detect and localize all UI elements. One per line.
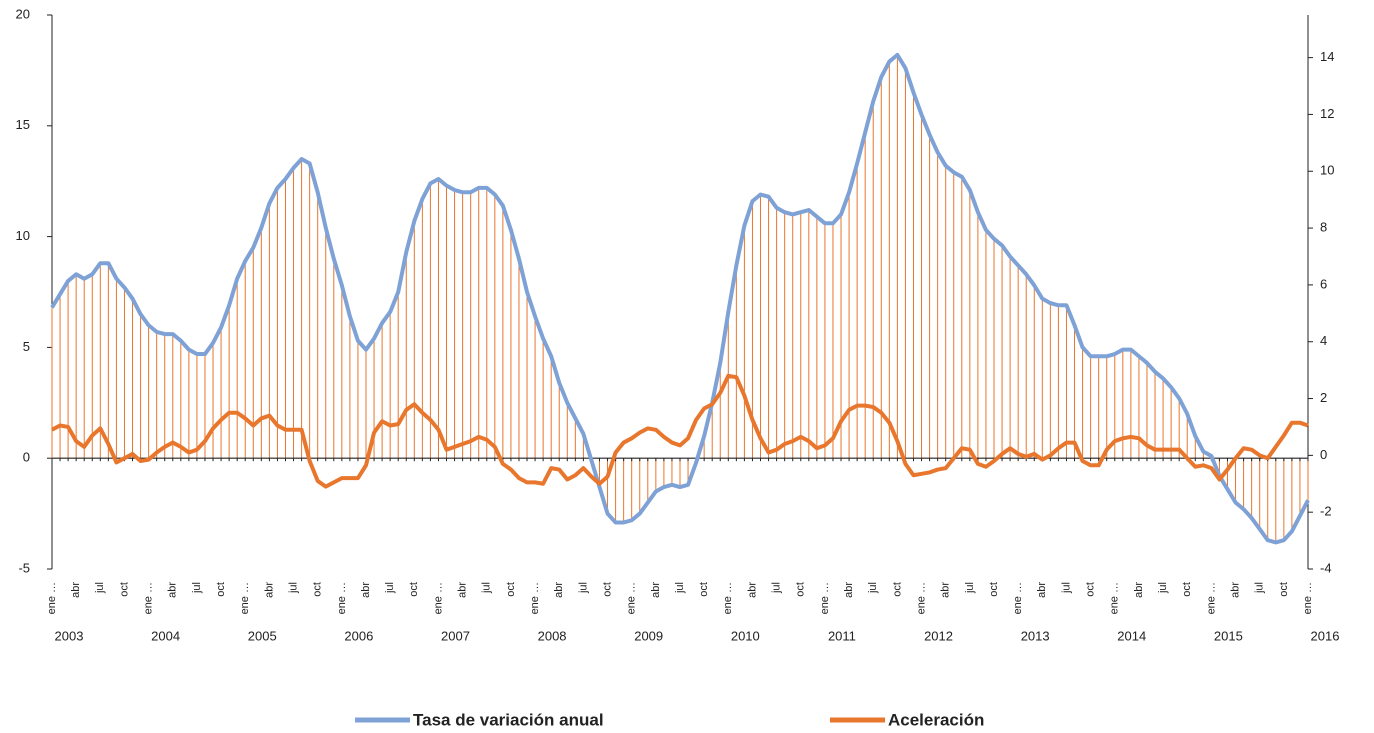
x-tick-label: jul [94, 582, 106, 594]
x-group-label: 2015 [1214, 628, 1243, 643]
x-group-label: 2008 [538, 628, 567, 643]
x-tick-label: ene … [1302, 582, 1314, 614]
x-group-label: 2004 [151, 628, 180, 643]
x-tick-label: abr [167, 582, 179, 598]
series-line [50, 52, 1310, 545]
x-tick-label: ene … [722, 582, 734, 614]
x-tick-label: ene … [915, 582, 927, 614]
x-tick-label: abr [1133, 582, 1145, 598]
y-tick-label: 10 [16, 228, 30, 243]
x-tick-label: abr [360, 582, 372, 598]
x-tick-label: abr [70, 582, 82, 598]
x-group-label: 2006 [344, 628, 373, 643]
x-group-label: 2007 [441, 628, 470, 643]
y-tick-label: 20 [16, 6, 30, 21]
x-group-label: 2014 [1117, 628, 1146, 643]
x-tick-label: oct [698, 582, 710, 597]
x-tick-label: abr [457, 582, 469, 598]
x-tick-label: oct [795, 582, 807, 597]
x-tick-label: jul [964, 582, 976, 594]
x-tick-label: jul [577, 582, 589, 594]
y2-tick-label: 6 [1320, 276, 1327, 291]
legend-label: Tasa de variación anual [413, 710, 604, 729]
x-group-label: 2012 [924, 628, 953, 643]
x-group-label: 2011 [828, 628, 856, 643]
x-tick-label: abr [553, 582, 565, 598]
x-tick-label: abr [1036, 582, 1048, 598]
x-tick-label: abr [940, 582, 952, 598]
x-tick-label: oct [118, 582, 130, 597]
series-line [51, 373, 1309, 489]
y2-tick-label: 0 [1320, 447, 1327, 462]
y-tick-label: 0 [23, 450, 30, 465]
x-tick-label: oct [1278, 582, 1290, 597]
x-tick-label: jul [867, 582, 879, 594]
x-tick-label: ene … [336, 582, 348, 614]
x-tick-label: abr [650, 582, 662, 598]
x-tick-label: abr [843, 582, 855, 598]
legend-label: Aceleración [888, 710, 984, 729]
x-tick-label: oct [1085, 582, 1097, 597]
x-tick-label: jul [384, 582, 396, 594]
x-tick-label: abr [746, 582, 758, 598]
y2-tick-label: 4 [1320, 333, 1327, 348]
x-tick-label: oct [312, 582, 324, 597]
x-group-label: 2010 [731, 628, 760, 643]
x-tick-label: jul [287, 582, 299, 594]
x-tick-label: jul [1254, 582, 1266, 594]
y-tick-label: 15 [16, 117, 30, 132]
y-tick-label: 5 [23, 339, 30, 354]
y2-tick-label: 8 [1320, 220, 1327, 235]
x-tick-label: jul [771, 582, 783, 594]
x-tick-label: ene … [626, 582, 638, 614]
x-group-label: 2016 [1311, 628, 1340, 643]
x-tick-label: jul [1157, 582, 1169, 594]
x-group-label: 2003 [55, 628, 84, 643]
x-tick-label: jul [481, 582, 493, 594]
x-tick-label: oct [505, 582, 517, 597]
x-tick-label: oct [408, 582, 420, 597]
x-tick-label: ene … [1205, 582, 1217, 614]
x-tick-label: ene … [432, 582, 444, 614]
x-tick-label: ene … [819, 582, 831, 614]
y-tick-label: -5 [18, 560, 30, 575]
x-tick-label: jul [674, 582, 686, 594]
x-tick-label: oct [601, 582, 613, 597]
x-tick-label: ene … [239, 582, 251, 614]
x-tick-label: ene … [1012, 582, 1024, 614]
x-tick-label: ene … [143, 582, 155, 614]
y2-tick-label: 14 [1320, 49, 1334, 64]
x-group-label: 2009 [634, 628, 663, 643]
x-tick-label: jul [191, 582, 203, 594]
x-tick-label: abr [263, 582, 275, 598]
x-tick-label: oct [1181, 582, 1193, 597]
x-group-label: 2005 [248, 628, 277, 643]
x-tick-label: oct [988, 582, 1000, 597]
x-group-label: 2013 [1021, 628, 1050, 643]
y2-tick-label: 12 [1320, 106, 1334, 121]
x-tick-label: oct [215, 582, 227, 597]
y2-tick-label: 10 [1320, 163, 1334, 178]
x-tick-label: abr [1229, 582, 1241, 598]
x-tick-label: jul [1060, 582, 1072, 594]
y2-tick-label: 2 [1320, 390, 1327, 405]
y2-tick-label: -4 [1320, 560, 1332, 575]
x-tick-label: ene … [529, 582, 541, 614]
y2-tick-label: -2 [1320, 504, 1332, 519]
x-tick-label: oct [891, 582, 903, 597]
x-tick-label: ene … [46, 582, 58, 614]
x-tick-label: ene … [1109, 582, 1121, 614]
